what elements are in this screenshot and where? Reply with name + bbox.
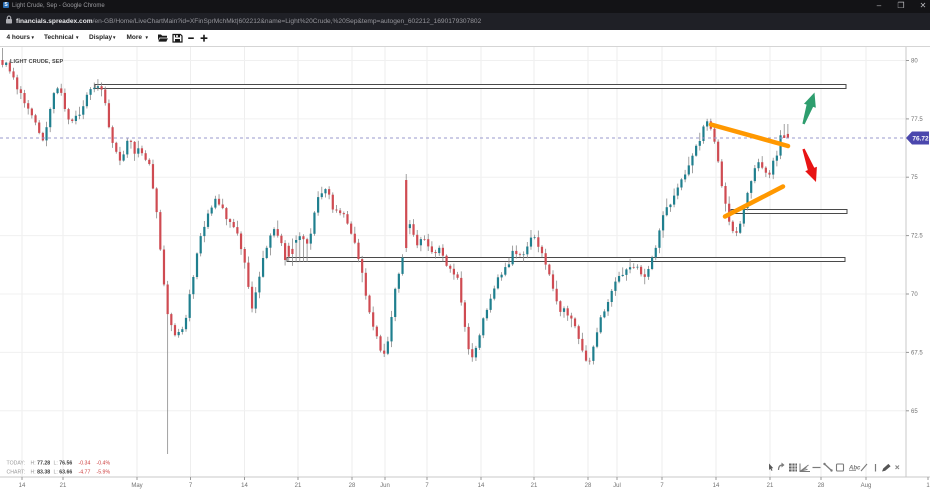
svg-text:77.5: 77.5 bbox=[911, 117, 923, 123]
svg-text:76.72: 76.72 bbox=[912, 136, 929, 143]
svg-text:14: 14 bbox=[478, 483, 485, 489]
svg-text:Jul: Jul bbox=[613, 483, 621, 489]
svg-text:28: 28 bbox=[818, 483, 825, 489]
svg-text:TODAY:: TODAY: bbox=[7, 461, 26, 467]
svg-text:H: 77.28: H: 77.28 bbox=[31, 461, 51, 467]
svg-text:7: 7 bbox=[189, 483, 193, 489]
svg-text:65: 65 bbox=[911, 409, 918, 415]
svg-text:21: 21 bbox=[767, 483, 774, 489]
svg-text:-5.9%: -5.9% bbox=[97, 470, 111, 476]
svg-text:21: 21 bbox=[531, 483, 538, 489]
svg-text:1: 1 bbox=[926, 483, 930, 489]
svg-text:80: 80 bbox=[911, 59, 918, 65]
svg-text:14: 14 bbox=[713, 483, 720, 489]
svg-text:28: 28 bbox=[585, 483, 592, 489]
svg-text:21: 21 bbox=[60, 483, 67, 489]
svg-text:CHART:: CHART: bbox=[7, 470, 26, 476]
svg-text:May: May bbox=[131, 483, 142, 489]
svg-text:H: 83.38: H: 83.38 bbox=[31, 470, 51, 476]
svg-text:75: 75 bbox=[911, 175, 918, 181]
svg-text:LIGHT CRUDE, SEP: LIGHT CRUDE, SEP bbox=[10, 59, 63, 65]
svg-text:-0.4%: -0.4% bbox=[97, 461, 111, 467]
svg-text:14: 14 bbox=[19, 483, 26, 489]
svg-text:L: 76.56: L: 76.56 bbox=[54, 461, 73, 467]
svg-text:L: 63.66: L: 63.66 bbox=[54, 470, 73, 476]
svg-text:Aug: Aug bbox=[861, 483, 872, 489]
svg-text:28: 28 bbox=[349, 483, 356, 489]
svg-text:Abc: Abc bbox=[848, 466, 861, 472]
svg-text:7: 7 bbox=[425, 483, 429, 489]
svg-text:67.5: 67.5 bbox=[911, 350, 923, 356]
svg-text:Jun: Jun bbox=[380, 483, 390, 489]
svg-text:70: 70 bbox=[911, 292, 918, 298]
svg-text:-0.34: -0.34 bbox=[79, 461, 91, 467]
svg-text:14: 14 bbox=[241, 483, 248, 489]
svg-text:21: 21 bbox=[295, 483, 302, 489]
svg-text:72.5: 72.5 bbox=[911, 234, 923, 240]
svg-text:7: 7 bbox=[660, 483, 664, 489]
svg-text:-4.77: -4.77 bbox=[79, 470, 91, 476]
